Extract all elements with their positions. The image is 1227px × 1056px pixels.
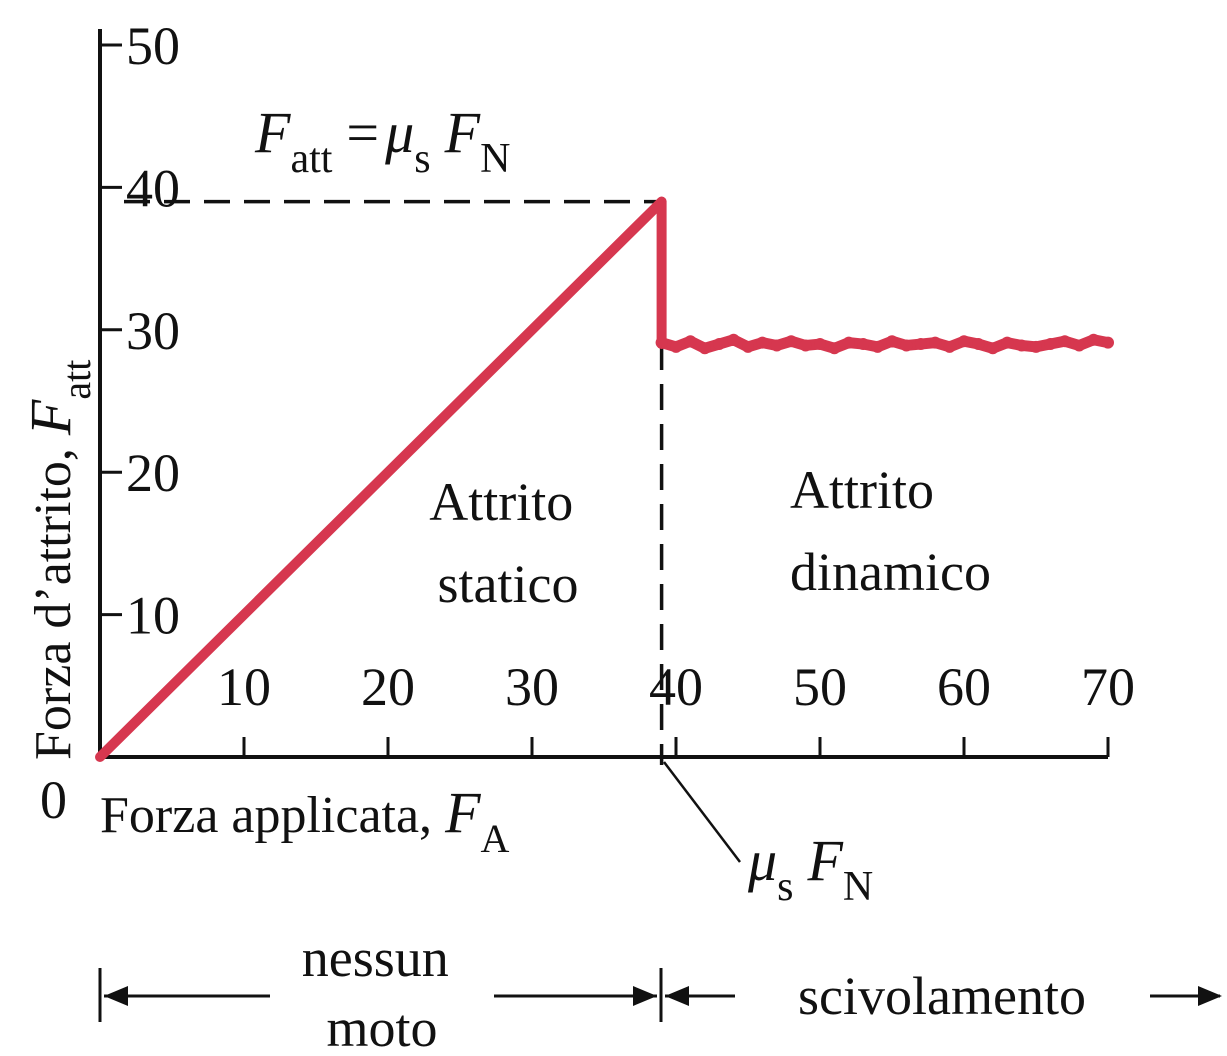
- kinetic-friction-point: [1030, 340, 1042, 353]
- formula-mu: μ: [384, 100, 414, 165]
- static-region-line2: statico: [438, 554, 579, 614]
- kinetic-friction-point: [828, 342, 841, 355]
- y-tick-label: 30: [126, 301, 180, 361]
- no-motion-label: nessun moto: [302, 928, 463, 1056]
- threshold-leader-line: [663, 761, 741, 863]
- formula-lhs-sub: att: [290, 136, 332, 182]
- y-tick-label: 20: [126, 443, 180, 503]
- threshold-var: F: [806, 828, 843, 893]
- static-region-label: Attrito statico: [429, 472, 587, 614]
- kinetic-friction-point: [900, 339, 913, 352]
- kinetic-friction-point: [886, 335, 898, 348]
- kinetic-friction-point: [857, 338, 870, 351]
- sliding-label: scivolamento: [798, 966, 1086, 1026]
- kinetic-region-line1: Attrito: [790, 460, 934, 520]
- kinetic-friction-point: [670, 340, 682, 353]
- kinetic-friction-point: [1058, 335, 1071, 348]
- static-friction-line: [95, 196, 667, 762]
- y-axis-title-var: F: [18, 399, 83, 436]
- kinetic-friction-point: [684, 335, 697, 348]
- x-tick-label: 10: [217, 657, 271, 717]
- kinetic-friction-point: [1102, 336, 1114, 349]
- kinetic-friction-point: [1044, 338, 1057, 351]
- kinetic-friction-point: [986, 342, 999, 355]
- y-tick-label: 40: [126, 158, 180, 218]
- kinetic-friction-point: [972, 338, 985, 351]
- threshold-mu-sub: s: [777, 864, 793, 910]
- x-axis-title-text: Forza applicata,: [100, 787, 445, 844]
- formula-rhs-var: F: [444, 100, 481, 165]
- x-tick-label: 20: [361, 657, 415, 717]
- kinetic-friction-point: [799, 339, 812, 352]
- kinetic-friction-point: [943, 340, 956, 353]
- x-axis-title: Forza applicata, FA: [100, 780, 510, 861]
- kinetic-region-line2: dinamico: [790, 542, 991, 602]
- static-region-line1: Attrito: [429, 472, 573, 532]
- kinetic-friction-point: [929, 336, 942, 349]
- x-tick-label: 30: [505, 657, 559, 717]
- kinetic-friction-point: [814, 338, 826, 351]
- kinetic-friction-point: [770, 339, 783, 352]
- kinetic-friction-point: [1015, 339, 1028, 352]
- formula-lhs-var: F: [254, 100, 291, 165]
- x-tick-label: 70: [1081, 657, 1135, 717]
- threshold-mu: μ: [747, 828, 777, 893]
- x-ticks: 10 20 30 40 50 60 70: [217, 657, 1135, 757]
- threshold-label: μs FN: [747, 828, 873, 910]
- kinetic-region-label: Attrito dinamico: [790, 460, 991, 602]
- kinetic-friction-point: [713, 338, 726, 351]
- kinetic-friction-point: [871, 340, 884, 353]
- y-tick-label: 10: [126, 586, 180, 646]
- origin-label: 0: [40, 770, 67, 830]
- static-max-formula: Fatt = μs FN: [254, 100, 510, 182]
- x-tick-label: 50: [793, 657, 847, 717]
- kinetic-friction-point: [698, 342, 711, 355]
- kinetic-friction-point: [742, 340, 754, 353]
- kinetic-friction-point: [1073, 339, 1086, 352]
- no-motion-line2: moto: [326, 998, 437, 1056]
- formula-equals: =: [346, 100, 379, 165]
- range-indicators: [98, 968, 1222, 1022]
- kinetic-friction-point: [914, 338, 927, 351]
- formula-rhs-sub: N: [480, 136, 510, 182]
- threshold-sub: N: [843, 864, 873, 910]
- kinetic-friction-point: [785, 335, 798, 348]
- y-ticks: 10 20 30 40 50: [100, 16, 180, 646]
- no-motion-line1: nessun: [302, 928, 449, 988]
- kinetic-friction-point: [727, 333, 740, 346]
- y-axis-title: Forza d’attrito, Fatt: [18, 360, 99, 760]
- y-axis-title-sub: att: [54, 360, 99, 400]
- kinetic-friction-point: [756, 336, 769, 349]
- kinetic-friction-point: [1087, 333, 1100, 346]
- kinetic-friction-point: [655, 336, 668, 349]
- x-tick-label: 60: [937, 657, 991, 717]
- x-axis-title-var: F: [444, 780, 481, 845]
- x-axis-title-sub: A: [481, 816, 510, 861]
- friction-series: [95, 196, 1114, 762]
- kinetic-friction-point: [842, 336, 855, 349]
- y-tick-label: 50: [126, 16, 180, 76]
- y-axis-title-text: Forza d’attrito,: [25, 435, 82, 760]
- x-tick-label: 40: [649, 657, 703, 717]
- kinetic-friction-point: [958, 335, 970, 348]
- kinetic-friction-point: [1001, 336, 1014, 349]
- formula-mu-sub: s: [414, 136, 430, 182]
